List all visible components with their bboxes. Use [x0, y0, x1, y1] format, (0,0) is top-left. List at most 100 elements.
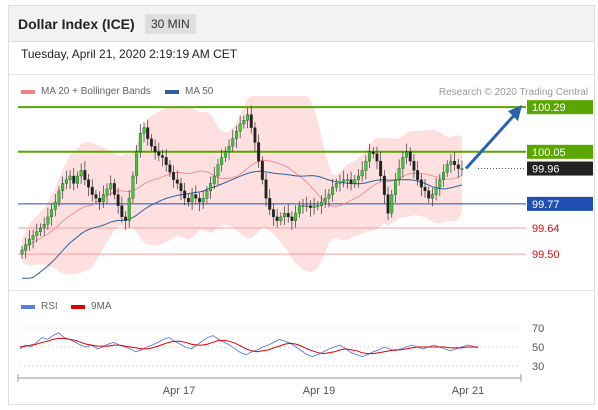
candle-body [327, 194, 331, 199]
candle-body [179, 183, 183, 192]
candle-body [453, 160, 457, 165]
bollinger-band [22, 96, 462, 275]
candle-body [83, 170, 87, 180]
candle-body [238, 123, 242, 132]
candle-body [401, 157, 405, 169]
candle-body [120, 205, 124, 218]
ma50-line [22, 170, 463, 279]
level-tag-99.64: 99.64 [532, 223, 560, 235]
candle-body [260, 160, 264, 180]
candle-body [423, 186, 427, 192]
candle-body [379, 160, 383, 177]
candle-body [131, 175, 135, 199]
candle-body [157, 151, 161, 156]
candle-body [353, 179, 357, 184]
candle-body [168, 164, 172, 173]
header-bar: Dollar Index (ICE) 30 MIN [9, 6, 594, 42]
candle-body [360, 170, 364, 177]
candle-body [42, 224, 46, 229]
candle-body [161, 155, 164, 158]
level-tag-bg-100.05 [527, 144, 593, 159]
candle-body [24, 244, 28, 251]
rsi-tick-70: 70 [532, 323, 544, 335]
panel-divider [9, 290, 594, 291]
legend-ma9-label: 9MA [91, 301, 112, 312]
candle-body [101, 194, 105, 203]
candle-body [116, 194, 120, 206]
candle-body [393, 179, 397, 195]
candle-body [416, 170, 420, 180]
candle-body [172, 172, 176, 180]
level-tag-bg-99.77 [527, 196, 593, 211]
candle-body [50, 209, 54, 218]
candle-body [76, 175, 79, 184]
x-tick-apr-21: Apr 21 [452, 385, 484, 397]
candle-body [72, 175, 76, 184]
candle-body [186, 198, 190, 203]
candle-body [368, 151, 372, 162]
timeframe-badge[interactable]: 30 MIN [145, 14, 196, 34]
candle-body [146, 127, 150, 139]
candle-body [57, 190, 61, 203]
legend-ma50: MA 50 [165, 86, 213, 97]
candle-body [290, 216, 294, 221]
candle-body [205, 190, 209, 199]
candle-body [405, 151, 408, 158]
candle-body [305, 205, 309, 207]
candle-body [301, 205, 305, 207]
candle-body [227, 146, 231, 152]
candle-body [271, 209, 275, 218]
candle-body [46, 216, 50, 225]
candle-body [216, 164, 220, 177]
candle-body [138, 133, 142, 152]
candle-body [190, 194, 194, 203]
candle-body [382, 175, 386, 195]
candle-body [242, 120, 246, 125]
candle-body [364, 160, 368, 171]
candle-body [112, 183, 116, 195]
legend-rsi-label: RSI [41, 301, 58, 312]
candle-body [342, 179, 346, 182]
candle-body [345, 179, 349, 181]
candle-body [331, 186, 335, 195]
level-tag-100.05: 100.05 [532, 147, 566, 159]
x-tick-apr-17: Apr 17 [163, 385, 195, 397]
candle-body [456, 164, 460, 169]
candle-body [27, 239, 31, 245]
candle-body [39, 227, 42, 232]
candle-body [375, 153, 379, 162]
level-tag-99.96: 99.96 [532, 164, 560, 176]
candle-body [357, 175, 360, 180]
candle-body [149, 138, 153, 147]
candle-body [449, 160, 453, 165]
candle-body [320, 201, 323, 206]
level-tag-99.77: 99.77 [532, 199, 560, 211]
candle-body [390, 194, 394, 214]
candle-body [135, 151, 139, 177]
x-tick-apr-19: Apr 19 [303, 385, 335, 397]
candle-body [460, 168, 464, 170]
candle-body [246, 114, 249, 121]
candle-body [419, 179, 423, 188]
candle-body [445, 164, 449, 173]
candle-body [109, 183, 113, 190]
candle-body [316, 205, 320, 207]
candle-body [212, 175, 216, 184]
candle-body [386, 194, 390, 214]
legend-rsi-swatch [21, 304, 35, 309]
candle-body [438, 179, 442, 188]
candle-body [98, 198, 102, 203]
candle-body [334, 183, 338, 188]
candle-body [286, 213, 290, 218]
candle-body [220, 157, 224, 165]
level-tag-99.50: 99.50 [532, 249, 560, 261]
legend-ma20-label: MA 20 + Bollinger Bands [41, 86, 151, 97]
candle-body [264, 179, 268, 199]
candle-body [201, 198, 205, 203]
candle-body [338, 181, 342, 184]
candle-body [87, 179, 91, 188]
candle-body [279, 216, 283, 221]
candle-body [142, 127, 146, 134]
legend-ma20: MA 20 + Bollinger Bands [21, 86, 151, 97]
